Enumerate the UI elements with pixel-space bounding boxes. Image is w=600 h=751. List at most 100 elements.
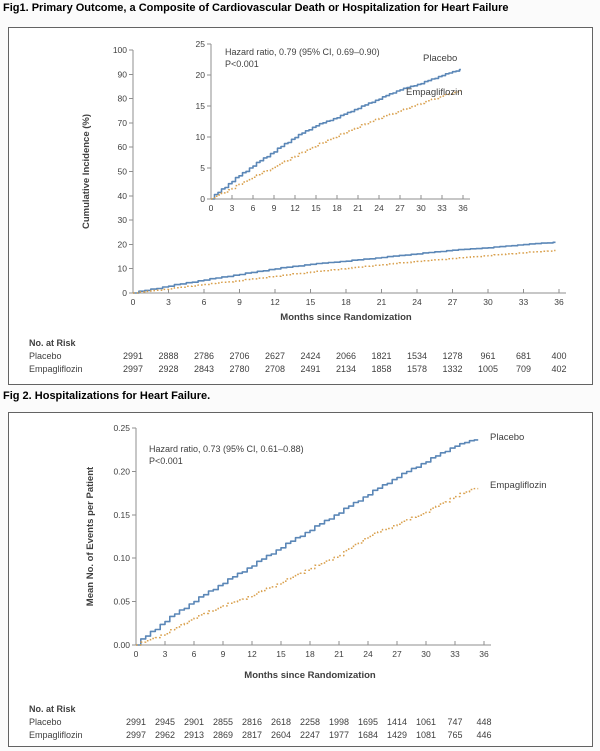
x-tick-label: 33 bbox=[450, 649, 460, 659]
curve-empagliflozin bbox=[136, 487, 479, 646]
y-tick-label: 90 bbox=[118, 69, 128, 79]
at-risk-value: 400 bbox=[551, 351, 566, 361]
at-risk-value: 2869 bbox=[213, 730, 233, 740]
at-risk-value: 2997 bbox=[126, 730, 146, 740]
y-tick-label: 80 bbox=[118, 94, 128, 104]
curve-label-placebo: Placebo bbox=[423, 53, 457, 64]
curve-empagliflozin bbox=[133, 249, 556, 294]
at-risk-value: 2618 bbox=[271, 717, 291, 727]
curve-label-placebo: Placebo bbox=[490, 432, 524, 443]
x-tick-label: 0 bbox=[209, 203, 214, 213]
x-tick-label: 0 bbox=[131, 297, 136, 307]
y-tick-label: 0.10 bbox=[113, 553, 130, 563]
at-risk-value: 1977 bbox=[329, 730, 349, 740]
at-risk-value: 2913 bbox=[184, 730, 204, 740]
at-risk-value: 1534 bbox=[407, 351, 427, 361]
at-risk-value: 747 bbox=[447, 717, 462, 727]
at-risk-value: 961 bbox=[480, 351, 495, 361]
x-tick-label: 27 bbox=[448, 297, 458, 307]
fig1-panel: 0 10 20 30 40 50 60 70 80 90 100 0 3 6 9 12 15 18 21 24 27 30… bbox=[8, 27, 593, 385]
y-tick-label: 60 bbox=[118, 142, 128, 152]
x-tick-label: 36 bbox=[554, 297, 564, 307]
x-tick-label: 15 bbox=[306, 297, 316, 307]
curve-empagliflozin bbox=[211, 89, 461, 200]
at-risk-row-label: Placebo bbox=[29, 717, 62, 727]
y-axis-title: Cumulative Incidence (%) bbox=[81, 114, 92, 229]
fig1-title: Fig1. Primary Outcome, a Composite of Ca… bbox=[3, 2, 509, 14]
at-risk-value: 2962 bbox=[155, 730, 175, 740]
at-risk-value: 2786 bbox=[194, 351, 214, 361]
y-tick-label: 30 bbox=[118, 215, 128, 225]
x-tick-label: 18 bbox=[332, 203, 342, 213]
x-tick-label: 21 bbox=[353, 203, 363, 213]
at-risk-value: 2997 bbox=[123, 364, 143, 374]
at-risk-value: 2424 bbox=[300, 351, 320, 361]
x-tick-label: 27 bbox=[392, 649, 402, 659]
y-tick-label: 5 bbox=[200, 163, 205, 173]
at-risk-value: 2817 bbox=[242, 730, 262, 740]
y-tick-label: 25 bbox=[196, 39, 206, 49]
x-tick-label: 12 bbox=[270, 297, 280, 307]
at-risk-value: 1081 bbox=[416, 730, 436, 740]
x-tick-label: 6 bbox=[251, 203, 256, 213]
y-tick-label: 0 bbox=[122, 288, 127, 298]
at-risk-value: 2855 bbox=[213, 717, 233, 727]
x-tick-label: 33 bbox=[437, 203, 447, 213]
y-axis-title: Mean No. of Events per Patient bbox=[85, 466, 96, 606]
at-risk-value: 446 bbox=[476, 730, 491, 740]
annotation-line: P<0.001 bbox=[149, 456, 183, 466]
at-risk-value: 2780 bbox=[229, 364, 249, 374]
curve-placebo bbox=[136, 439, 479, 646]
x-tick-label: 12 bbox=[290, 203, 300, 213]
x-tick-label: 27 bbox=[395, 203, 405, 213]
annotation-line: P<0.001 bbox=[225, 59, 259, 69]
at-risk-value: 765 bbox=[447, 730, 462, 740]
at-risk-value: 2258 bbox=[300, 717, 320, 727]
y-tick-label: 20 bbox=[118, 239, 128, 249]
x-tick-label: 24 bbox=[374, 203, 384, 213]
at-risk-value: 1278 bbox=[442, 351, 462, 361]
at-risk-value: 2708 bbox=[265, 364, 285, 374]
curve-label-empagliflozin: Empagliflozin bbox=[406, 87, 463, 98]
at-risk-value: 709 bbox=[516, 364, 531, 374]
x-tick-label: 3 bbox=[163, 649, 168, 659]
curve-placebo bbox=[133, 241, 556, 294]
x-tick-label: 9 bbox=[221, 649, 226, 659]
x-tick-label: 24 bbox=[412, 297, 422, 307]
at-risk-row-label: Empagliflozin bbox=[29, 364, 83, 374]
fig2-group: 0.000.050.100.150.200.250 3 6 9 12 15 18 21 24 27… bbox=[29, 423, 547, 740]
x-tick-label: 15 bbox=[311, 203, 321, 213]
x-tick-label: 0 bbox=[134, 649, 139, 659]
x-tick-label: 3 bbox=[230, 203, 235, 213]
y-tick-label: 70 bbox=[118, 118, 128, 128]
at-risk-value: 1695 bbox=[358, 717, 378, 727]
at-risk-value: 2706 bbox=[229, 351, 249, 361]
y-tick-label: 0.00 bbox=[113, 640, 130, 650]
at-risk-value: 2928 bbox=[158, 364, 178, 374]
at-risk-value: 1429 bbox=[387, 730, 407, 740]
x-tick-label: 6 bbox=[202, 297, 207, 307]
at-risk-value: 1332 bbox=[442, 364, 462, 374]
y-tick-label: 0.25 bbox=[113, 423, 130, 433]
at-risk-value: 1578 bbox=[407, 364, 427, 374]
at-risk-value: 1998 bbox=[329, 717, 349, 727]
x-tick-label: 30 bbox=[421, 649, 431, 659]
at-risk-value: 1684 bbox=[358, 730, 378, 740]
y-tick-label: 100 bbox=[113, 45, 127, 55]
x-tick-label: 9 bbox=[237, 297, 242, 307]
fig2-panel: 0.00 0.05 0.10 0.15 0.20 0.25 0 3 6 9 12 15 18 21 24 27… bbox=[8, 412, 593, 747]
at-risk-value: 2134 bbox=[336, 364, 356, 374]
x-tick-label: 36 bbox=[479, 649, 489, 659]
at-risk-value: 2843 bbox=[194, 364, 214, 374]
x-tick-label: 18 bbox=[305, 649, 315, 659]
y-tick-label: 15 bbox=[196, 101, 206, 111]
at-risk-header: No. at Risk bbox=[29, 704, 77, 714]
at-risk-value: 448 bbox=[476, 717, 491, 727]
x-tick-label: 30 bbox=[483, 297, 493, 307]
x-tick-label: 36 bbox=[458, 203, 468, 213]
at-risk-value: 2888 bbox=[158, 351, 178, 361]
x-tick-label: 30 bbox=[416, 203, 426, 213]
at-risk-value: 1414 bbox=[387, 717, 407, 727]
